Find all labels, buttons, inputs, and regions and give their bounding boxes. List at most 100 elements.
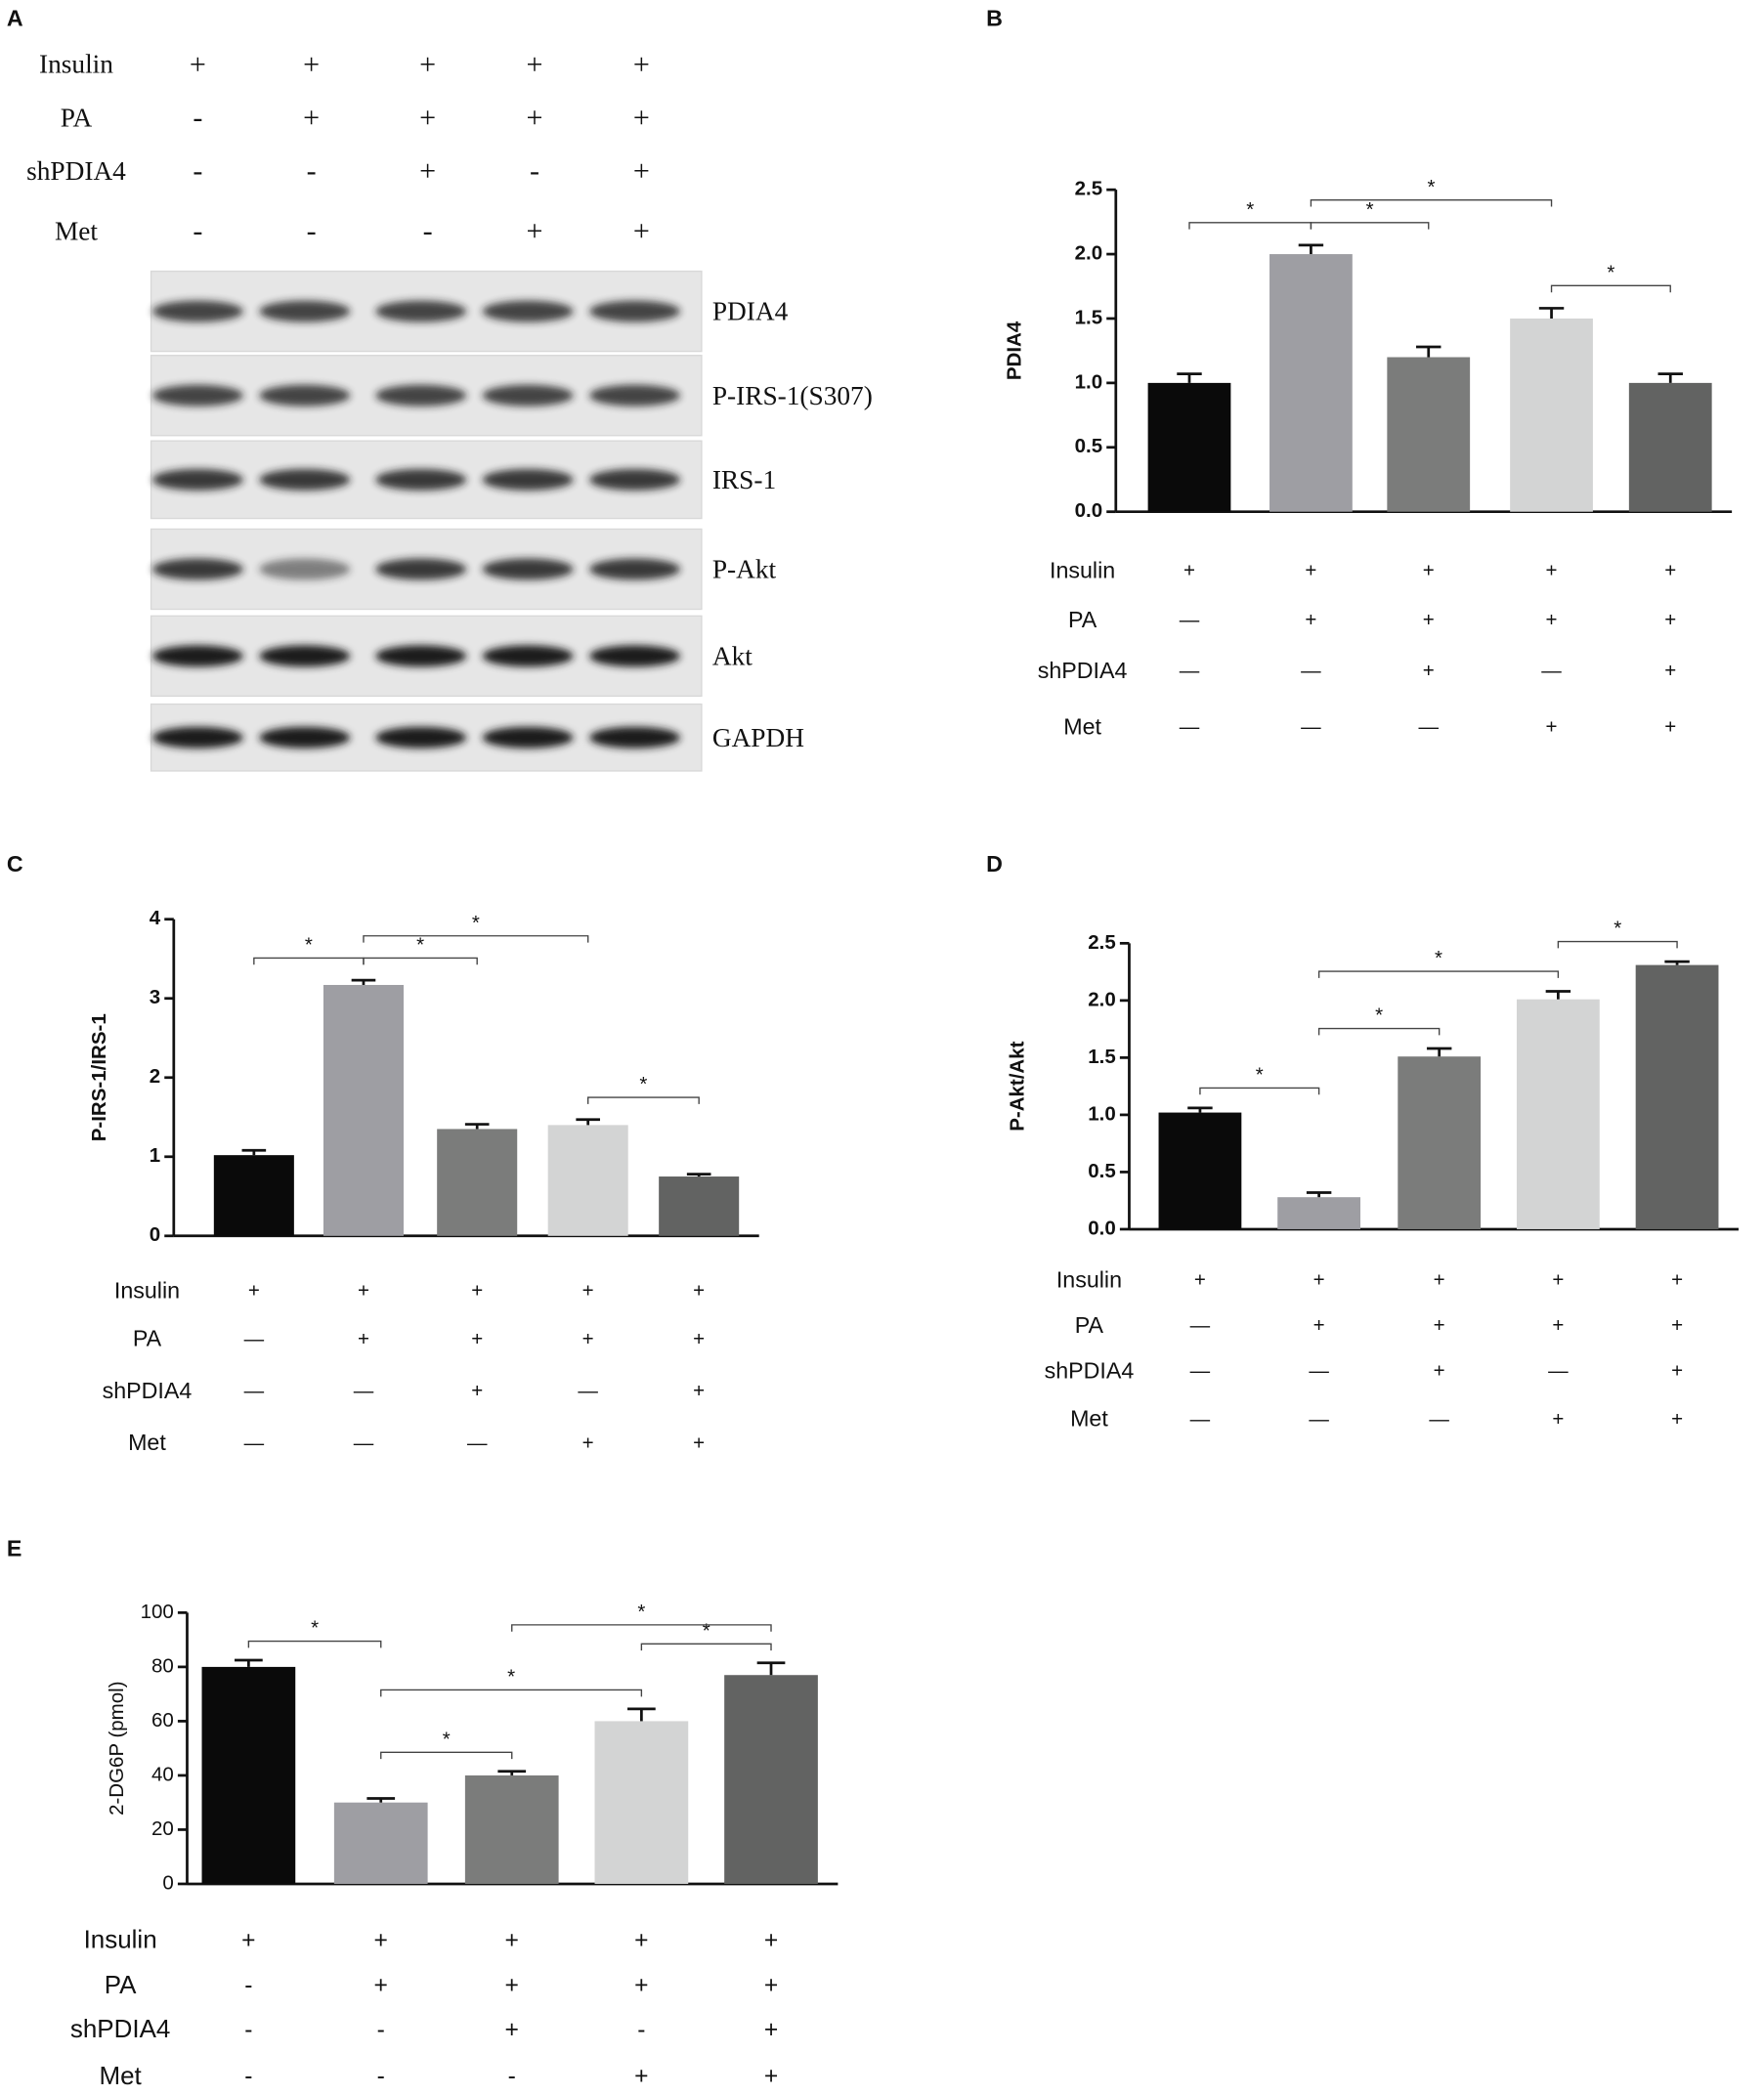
y-axis-label: P-IRS-1/IRS-1 xyxy=(88,1013,110,1141)
significance-bracket xyxy=(511,1624,772,1632)
significance-label: * xyxy=(416,934,424,957)
condition-sign: + xyxy=(1671,1408,1683,1431)
condition-name: PA xyxy=(61,103,93,132)
blot-band xyxy=(151,726,243,748)
bar xyxy=(437,1129,518,1236)
condition-sign: — xyxy=(1429,1408,1449,1431)
condition-sign: + xyxy=(693,1432,705,1455)
significance-bracket xyxy=(247,1640,382,1648)
blot-band xyxy=(482,384,574,406)
condition-sign: — xyxy=(1309,1408,1329,1431)
condition-sign: - xyxy=(193,154,202,188)
bar xyxy=(333,1802,428,1884)
y-tick-label: 1.0 xyxy=(1075,370,1103,393)
condition-name: PA xyxy=(105,1970,137,1999)
condition-sign: + xyxy=(1552,1408,1564,1431)
blot-band xyxy=(589,726,681,748)
significance-bracket xyxy=(640,1643,772,1651)
y-tick-label: 1.0 xyxy=(1088,1102,1116,1125)
condition-name: Met xyxy=(1070,1406,1108,1432)
condition-sign: + xyxy=(764,1973,778,1999)
condition-sign: - xyxy=(193,101,202,134)
y-tick-label: 1.5 xyxy=(1075,306,1103,328)
significance-label: * xyxy=(639,1073,647,1095)
bar xyxy=(547,1125,628,1236)
condition-sign: — xyxy=(354,1380,374,1402)
blot-band xyxy=(589,300,681,322)
significance-label: * xyxy=(507,1666,515,1689)
condition-sign: + xyxy=(303,47,320,80)
condition-sign: + xyxy=(505,1927,519,1953)
condition-name: Insulin xyxy=(1050,557,1115,582)
condition-sign: + xyxy=(633,214,650,247)
condition-sign: + xyxy=(634,2064,648,2090)
condition-name: Insulin xyxy=(1056,1266,1122,1292)
y-tick-label: 40 xyxy=(151,1763,174,1785)
condition-sign: + xyxy=(764,2017,778,2043)
blot-band xyxy=(589,645,681,667)
condition-sign: + xyxy=(303,101,320,134)
condition-name: PA xyxy=(1068,607,1097,632)
condition-sign: + xyxy=(1664,609,1676,631)
condition-sign: + xyxy=(693,1280,705,1303)
condition-sign: + xyxy=(241,1927,255,1953)
condition-sign: — xyxy=(354,1432,374,1455)
condition-sign: + xyxy=(190,47,206,80)
condition-sign: — xyxy=(244,1432,265,1455)
condition-sign: + xyxy=(1546,716,1558,739)
y-tick-label: 2.5 xyxy=(1088,931,1116,954)
condition-sign: + xyxy=(1183,560,1195,582)
y-tick-label: 100 xyxy=(141,1601,174,1623)
condition-sign: + xyxy=(1305,609,1316,631)
band-label: PDIA4 xyxy=(712,297,789,326)
band-label: GAPDH xyxy=(712,723,804,752)
blot-band xyxy=(482,558,574,580)
condition-sign: + xyxy=(633,47,650,80)
condition-sign: + xyxy=(505,2017,519,2043)
condition-sign: + xyxy=(1305,560,1316,582)
condition-sign: + xyxy=(374,1927,388,1953)
significance-label: * xyxy=(305,934,313,957)
condition-sign: + xyxy=(471,1328,483,1350)
condition-name: Met xyxy=(99,2061,142,2090)
blot-band xyxy=(589,384,681,406)
bar xyxy=(1628,382,1712,512)
bar xyxy=(1510,318,1593,512)
condition-sign: - xyxy=(244,1973,252,1999)
condition-sign: - xyxy=(637,2017,645,2043)
significance-label: * xyxy=(311,1617,319,1640)
condition-sign: + xyxy=(1664,716,1676,739)
condition-sign: + xyxy=(358,1280,369,1303)
y-tick-label: 4 xyxy=(150,907,161,929)
bar xyxy=(213,1155,294,1236)
condition-sign: + xyxy=(527,214,543,247)
condition-sign: + xyxy=(1194,1269,1206,1292)
condition-sign: — xyxy=(1418,716,1439,739)
condition-sign: - xyxy=(193,214,202,247)
band-label: IRS-1 xyxy=(712,465,776,494)
condition-sign: + xyxy=(633,154,650,188)
band-label: Akt xyxy=(712,641,753,670)
condition-sign: + xyxy=(1434,1360,1445,1383)
significance-bracket xyxy=(363,957,478,965)
significance-bracket xyxy=(380,1689,643,1697)
significance-bracket xyxy=(380,1751,513,1760)
blot-band xyxy=(589,468,681,491)
significance-bracket xyxy=(1317,1027,1441,1036)
condition-sign: + xyxy=(693,1380,705,1402)
blot-band xyxy=(259,468,351,491)
band-label: P-Akt xyxy=(712,555,777,584)
condition-name: PA xyxy=(133,1326,162,1351)
bar xyxy=(594,1721,689,1884)
condition-sign: + xyxy=(693,1328,705,1350)
significance-label: * xyxy=(1427,176,1435,198)
significance-bracket xyxy=(363,935,589,943)
condition-sign: + xyxy=(527,47,543,80)
blot-band xyxy=(151,300,243,322)
significance-label: * xyxy=(1256,1064,1264,1087)
y-tick-label: 60 xyxy=(151,1709,174,1732)
blot-band xyxy=(259,558,351,580)
condition-sign: — xyxy=(1190,1408,1211,1431)
condition-sign: + xyxy=(1546,609,1558,631)
condition-sign: + xyxy=(374,1973,388,1999)
